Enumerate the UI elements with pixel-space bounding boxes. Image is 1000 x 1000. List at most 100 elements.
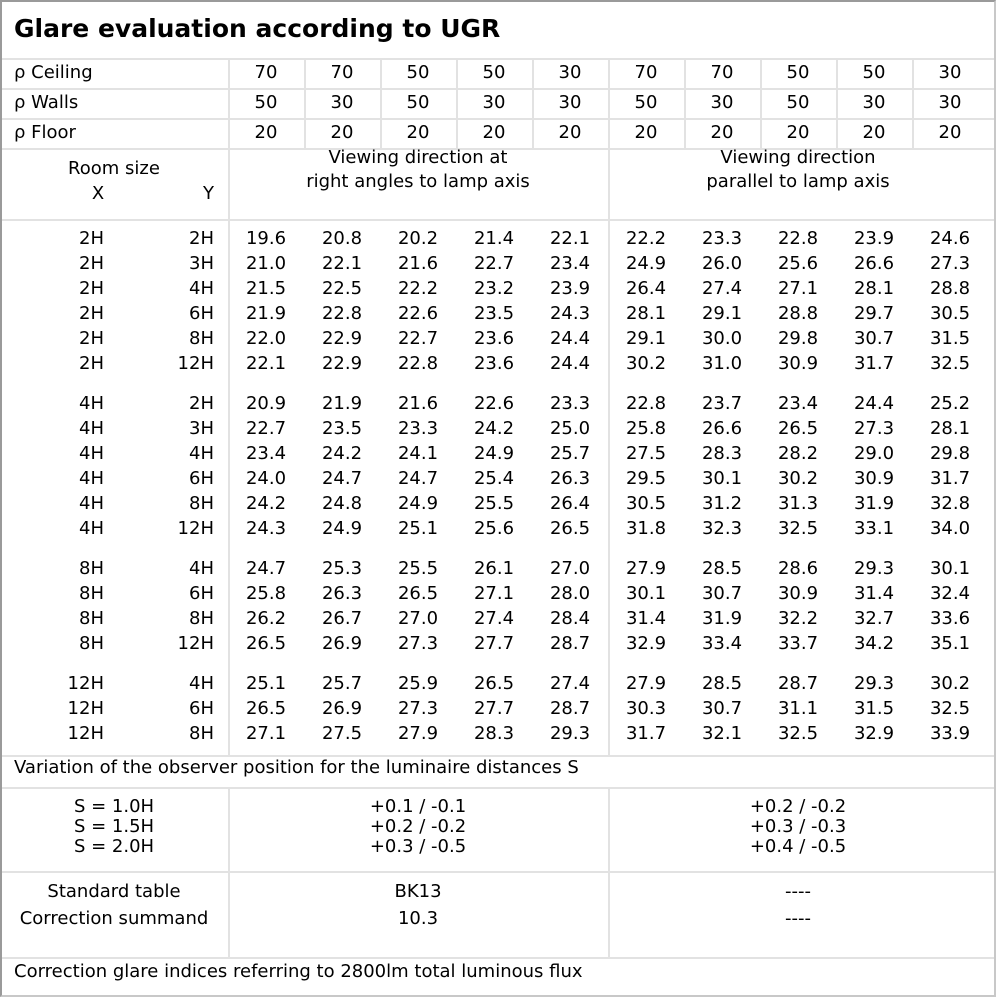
room-x: 4H — [79, 393, 104, 414]
ugr-value: 27.1 — [473, 583, 515, 604]
reflectance-value: 50 — [406, 92, 430, 113]
room-x: 4H — [79, 518, 104, 539]
reflectance-value: 30 — [482, 92, 506, 113]
ugr-value: 22.9 — [321, 353, 363, 374]
ugr-value: 32.3 — [701, 518, 743, 539]
ugr-value: 25.8 — [245, 583, 287, 604]
room-x: 2H — [79, 253, 104, 274]
room-y: 6H — [189, 468, 214, 489]
room-y: 6H — [189, 303, 214, 324]
room-size-y-label: Y — [203, 183, 214, 204]
ugr-value: 29.8 — [777, 328, 819, 349]
room-y: 12H — [177, 633, 214, 654]
ugr-value: 32.2 — [777, 608, 819, 629]
ugr-value: 23.6 — [473, 353, 515, 374]
ugr-value: 26.1 — [473, 558, 515, 579]
ugr-value: 23.4 — [245, 443, 287, 464]
ugr-value: 27.4 — [701, 278, 743, 299]
ugr-value: 23.7 — [701, 393, 743, 414]
divider — [2, 787, 994, 789]
ugr-value: 30.1 — [625, 583, 667, 604]
ugr-value: 21.0 — [245, 253, 287, 274]
ugr-value: 26.5 — [549, 518, 591, 539]
divider — [2, 957, 994, 959]
divider — [228, 148, 230, 755]
reflectance-value: 30 — [558, 62, 582, 83]
ugr-value: 22.1 — [549, 228, 591, 249]
room-y: 6H — [189, 583, 214, 604]
page-title: Glare evaluation according to UGR — [14, 14, 501, 43]
ugr-value: 26.5 — [397, 583, 439, 604]
spacing-label: S = 2.0H — [73, 836, 155, 857]
divider — [532, 58, 534, 148]
ugr-value: 28.5 — [701, 558, 743, 579]
ugr-value: 32.8 — [929, 493, 971, 514]
ugr-value: 26.5 — [473, 673, 515, 694]
reflectance-label: ρ Ceiling — [14, 62, 93, 83]
ugr-value: 31.0 — [701, 353, 743, 374]
ugr-value: 28.6 — [777, 558, 819, 579]
room-y: 8H — [189, 723, 214, 744]
ugr-value: 28.7 — [777, 673, 819, 694]
ugr-value: 28.7 — [549, 698, 591, 719]
ugr-value: 25.5 — [473, 493, 515, 514]
ugr-value: 28.3 — [701, 443, 743, 464]
parallel-heading: parallel to lamp axis — [706, 171, 890, 192]
ugr-value: 22.2 — [397, 278, 439, 299]
ugr-value: 27.3 — [929, 253, 971, 274]
ugr-value: 20.8 — [321, 228, 363, 249]
reflectance-value: 70 — [254, 62, 278, 83]
ugr-value: 32.5 — [777, 518, 819, 539]
ugr-value: 21.6 — [397, 253, 439, 274]
room-x: 12H — [67, 723, 104, 744]
divider — [836, 58, 838, 148]
reflectance-label: ρ Walls — [14, 92, 79, 113]
ugr-value: 30.7 — [853, 328, 895, 349]
ugr-value: 27.0 — [397, 608, 439, 629]
ugr-value: 25.4 — [473, 468, 515, 489]
variation-parallel: +0.2 / -0.2 — [749, 796, 847, 817]
divider — [228, 787, 230, 957]
reflectance-value: 20 — [330, 122, 354, 143]
ugr-value: 27.5 — [625, 443, 667, 464]
ugr-value: 24.8 — [321, 493, 363, 514]
ugr-value: 21.4 — [473, 228, 515, 249]
room-y: 6H — [189, 698, 214, 719]
ugr-value: 22.7 — [245, 418, 287, 439]
reflectance-value: 50 — [786, 92, 810, 113]
ugr-value: 30.9 — [777, 583, 819, 604]
reflectance-value: 20 — [406, 122, 430, 143]
ugr-value: 26.5 — [245, 698, 287, 719]
room-x: 2H — [79, 278, 104, 299]
ugr-value: 31.7 — [929, 468, 971, 489]
ugr-value: 30.0 — [701, 328, 743, 349]
ugr-value: 27.0 — [549, 558, 591, 579]
room-y: 12H — [177, 353, 214, 374]
ugr-value: 30.1 — [701, 468, 743, 489]
variation-parallel: +0.4 / -0.5 — [749, 836, 847, 857]
ugr-value: 31.7 — [625, 723, 667, 744]
ugr-value: 27.4 — [549, 673, 591, 694]
ugr-value: 29.5 — [625, 468, 667, 489]
reflectance-label: ρ Floor — [14, 122, 76, 143]
ugr-value: 33.1 — [853, 518, 895, 539]
right-angles-heading: Viewing direction at — [328, 147, 508, 168]
ugr-value: 23.9 — [853, 228, 895, 249]
room-x: 4H — [79, 418, 104, 439]
divider — [2, 871, 994, 873]
room-x: 4H — [79, 493, 104, 514]
ugr-value: 24.4 — [549, 353, 591, 374]
ugr-value: 27.3 — [853, 418, 895, 439]
ugr-value: 29.8 — [929, 443, 971, 464]
divider — [2, 88, 994, 90]
ugr-value: 26.3 — [549, 468, 591, 489]
ugr-value: 30.9 — [853, 468, 895, 489]
ugr-value: 25.9 — [397, 673, 439, 694]
room-size-label: Room size — [68, 158, 160, 179]
reflectance-value: 30 — [938, 62, 962, 83]
ugr-value: 22.5 — [321, 278, 363, 299]
ugr-value: 24.2 — [321, 443, 363, 464]
ugr-value: 23.3 — [701, 228, 743, 249]
room-y: 12H — [177, 518, 214, 539]
reflectance-value: 50 — [786, 62, 810, 83]
